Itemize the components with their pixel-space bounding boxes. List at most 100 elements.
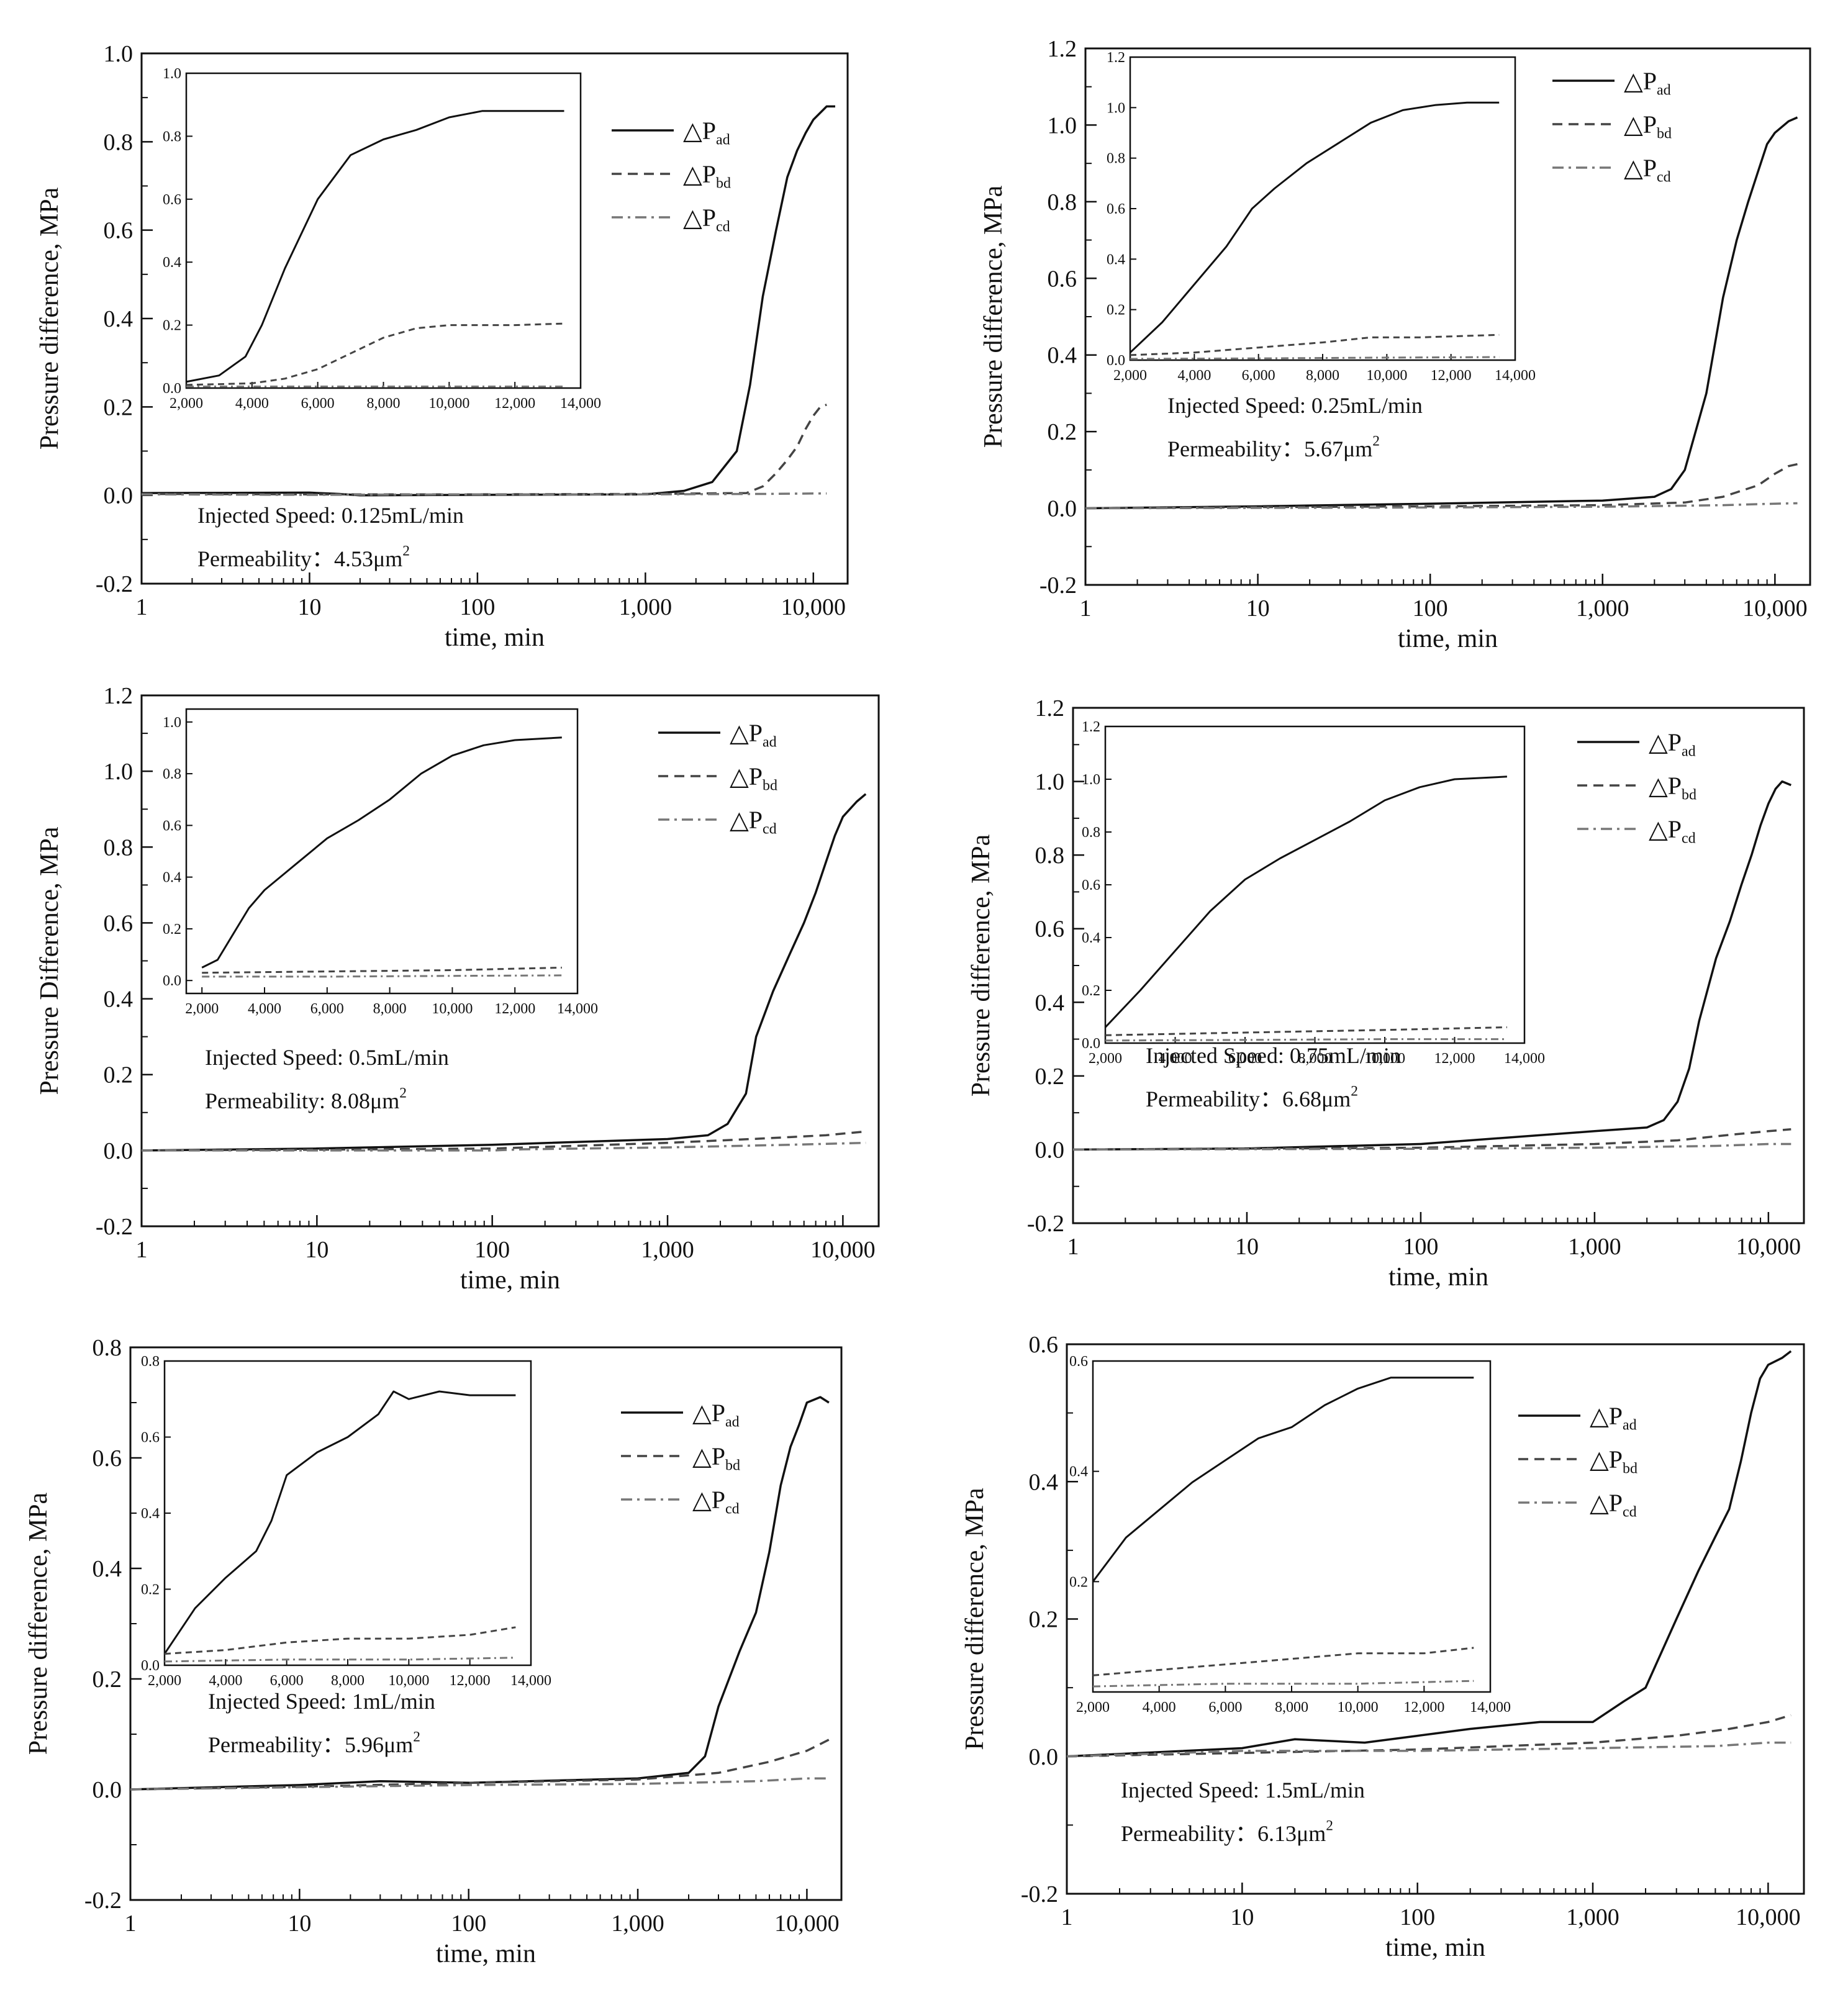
inset-series-line-dashdot — [1092, 1680, 1474, 1688]
series-line-dashdot — [1085, 502, 1798, 510]
annotation-text: Injected Speed: 0.125mL/min — [197, 503, 464, 528]
annotation-text: Injected Speed: 0.5mL/min — [205, 1045, 449, 1070]
inset-y-tick-label: 0.8 — [163, 766, 181, 782]
inset-x-tick-label: 12,000 — [1403, 1699, 1444, 1716]
inset-x-tick-label: 12,000 — [1434, 1051, 1475, 1067]
inset-frame — [163, 1360, 532, 1667]
chart-panel-6: 1 10 100 1,000 10,000 -0.2 0.0 0.2 0.4 0.6 time, m… — [961, 1332, 1805, 1962]
y-tick-label: 1.0 — [1035, 769, 1065, 795]
y-tick-label: 0.8 — [93, 1335, 122, 1361]
series-line-dashed — [141, 1130, 866, 1152]
inset-x-tick-label: 6,000 — [1228, 1051, 1262, 1067]
legend-label: △Pbd — [730, 762, 777, 794]
y-tick-label: -0.2 — [1021, 1881, 1058, 1907]
inset-chart: 2,000 4,000 6,000 8,000 10,000 12,000 14,000 0.… — [1069, 1354, 1511, 1716]
y-tick-label: 0.6 — [104, 218, 134, 244]
inset-y-tick-label: 0.4 — [163, 870, 181, 886]
series-line-solid — [130, 1396, 830, 1791]
y-tick-label: 0.6 — [93, 1445, 122, 1472]
legend-label: △Pad — [1624, 67, 1671, 98]
inset-y-tick-label: 0.2 — [1069, 1574, 1088, 1590]
inset-x-tick-label: 12,000 — [494, 1001, 535, 1017]
inset-x-tick-label: 14,000 — [1504, 1051, 1545, 1067]
inset-y-tick-label: 0.2 — [141, 1582, 160, 1598]
x-axis-title: time, min — [445, 623, 545, 652]
inset-y-tick-label: 0.8 — [141, 1354, 160, 1370]
inset-y-tick-label: 1.0 — [163, 66, 181, 82]
inset-series-line-solid — [1092, 1377, 1474, 1583]
inset-y-tick-label: 0.0 — [163, 381, 181, 397]
inset-y-tick-label: 0.4 — [163, 255, 181, 271]
inset-x-tick-label: 8,000 — [373, 1001, 407, 1017]
inset-x-tick-label: 14,000 — [560, 396, 601, 412]
x-tick-label: 100 — [1403, 1234, 1438, 1260]
y-tick-label: 0.4 — [104, 987, 134, 1013]
series-line-dashdot — [1072, 1142, 1791, 1151]
y-tick-label: 1.2 — [1035, 695, 1065, 721]
chart-panel-4: 1 10 100 1,000 10,000 -0.2 0.0 0.2 0.4 0.6 0.8 1.0 1… — [967, 695, 1805, 1291]
legend-label: △Pbd — [1649, 772, 1696, 803]
inset-x-tick-label: 12,000 — [494, 396, 535, 412]
y-axis-title: Pressure Difference, MPa — [35, 826, 64, 1095]
y-tick-label: 0.0 — [93, 1777, 122, 1803]
y-tick-label: 0.4 — [1035, 990, 1065, 1016]
inset-series-line-dashdot — [202, 974, 562, 978]
inset-y-tick-label: 1.2 — [1082, 719, 1100, 735]
legend-label: △Pad — [1649, 728, 1696, 759]
inset-series-line-dashed — [1092, 1647, 1474, 1676]
inset-x-tick-label: 10,000 — [432, 1001, 473, 1017]
inset-chart: 2,000 4,000 6,000 8,000 10,000 12,000 14,000 0.… — [141, 1354, 551, 1689]
series-line-dashed — [1085, 463, 1798, 510]
series-line-dashed — [1072, 1128, 1791, 1151]
legend-label: △Pcd — [730, 806, 777, 837]
inset-x-tick-label: 4,000 — [1159, 1051, 1192, 1067]
inset-y-tick-label: 0.0 — [1082, 1036, 1100, 1052]
inset-series-line-dashed — [1105, 1026, 1507, 1036]
inset-chart: 2,000 4,000 6,000 8,000 10,000 12,000 14,000 0.… — [163, 708, 598, 1017]
y-tick-label: -0.2 — [1040, 572, 1077, 599]
annotation-text: Permeability: 8.08μm2 — [205, 1085, 407, 1113]
inset-y-tick-label: 0.4 — [1107, 251, 1125, 268]
inset-x-tick-label: 2,000 — [1089, 1051, 1122, 1067]
x-tick-label: 1 — [136, 594, 148, 620]
inset-frame — [185, 708, 579, 995]
inset-y-tick-label: 1.0 — [1082, 772, 1100, 788]
inset-frame — [1129, 56, 1516, 361]
chart-panel-3: 1 10 100 1,000 10,000 -0.2 0.0 0.2 0.4 0.6 0.8 1.0 1… — [35, 683, 880, 1295]
x-axis-title: time, min — [1388, 1263, 1488, 1291]
inset-y-tick-label: 0.2 — [163, 318, 181, 334]
legend-label: △Pcd — [683, 204, 730, 235]
series-line-solid — [1072, 780, 1791, 1151]
inset-x-tick-label: 6,000 — [1242, 368, 1275, 384]
x-tick-label: 1,000 — [1568, 1234, 1621, 1260]
x-tick-label: 1 — [125, 1911, 137, 1937]
x-tick-label: 1,000 — [1566, 1904, 1619, 1930]
inset-y-tick-label: 0.0 — [141, 1658, 160, 1674]
x-tick-label: 1 — [1067, 1234, 1079, 1260]
y-tick-label: 1.0 — [1048, 112, 1077, 138]
inset-x-tick-label: 2,000 — [1076, 1699, 1110, 1716]
y-axis-title: Pressure difference, MPa — [35, 187, 64, 450]
x-tick-label: 10,000 — [810, 1237, 876, 1263]
inset-y-tick-label: 0.8 — [1107, 151, 1125, 167]
inset-y-tick-label: 0.6 — [163, 818, 181, 834]
inset-y-tick-label: 0.6 — [1107, 201, 1125, 217]
inset-x-tick-label: 8,000 — [367, 396, 401, 412]
y-tick-label: 0.2 — [104, 1062, 134, 1088]
x-axis-title: time, min — [1385, 1933, 1485, 1962]
legend-label: △Pad — [683, 117, 730, 148]
inset-series-line-solid — [1129, 101, 1500, 353]
inset-x-tick-label: 6,000 — [301, 396, 335, 412]
y-tick-label: 0.6 — [104, 910, 134, 936]
series-line-dashed — [1066, 1714, 1791, 1758]
inset-chart: 2,000 4,000 6,000 8,000 10,000 12,000 14,000 0.… — [163, 66, 601, 412]
x-tick-label: 10 — [297, 594, 321, 620]
y-tick-label: 0.8 — [104, 129, 134, 155]
inset-series-line-dashed — [164, 1626, 516, 1655]
inset-y-tick-label: 0.8 — [1082, 825, 1100, 841]
y-tick-label: -0.2 — [84, 1888, 122, 1914]
inset-y-tick-label: 0.4 — [1082, 930, 1100, 946]
y-tick-label: -0.2 — [96, 1214, 133, 1240]
inset-x-tick-label: 6,000 — [1208, 1699, 1242, 1716]
